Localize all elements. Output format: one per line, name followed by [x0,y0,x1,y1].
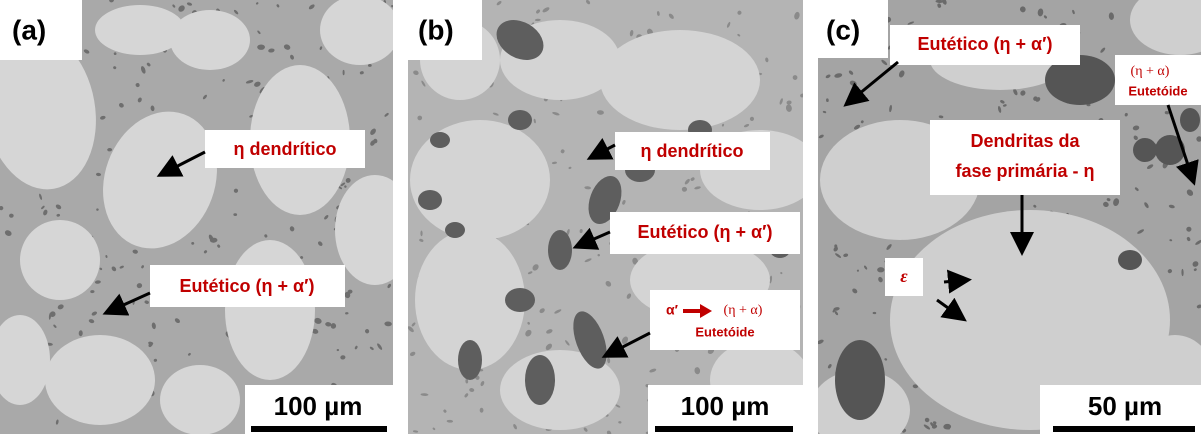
panel-label: (a) [12,14,46,45]
annotation: ε [900,266,908,286]
dendrite [225,240,315,380]
annotation-box [650,290,800,350]
eta-phase [418,190,442,210]
eta-phase [835,340,885,420]
eta-phase [430,132,450,148]
dendrite [600,30,760,130]
eta-phase [458,340,482,380]
eta-phase [445,222,465,238]
speckle [257,44,265,49]
scale-label: 100 µm [274,391,363,421]
eta-phase [1180,108,1200,132]
dendrite [335,175,415,285]
annotation: η dendrítico [234,139,337,159]
dendrite [95,5,185,55]
eta-phase [1118,250,1142,270]
dendrite [160,365,240,434]
speckle [877,267,884,272]
figure: (a) η dendrítico Eutético (η + α′) 100 µ… [0,0,1201,434]
eta-phase [1133,138,1157,162]
scale-bar [655,426,793,432]
eta-phase [508,110,532,130]
panel-label: (b) [418,14,454,45]
annotation: α′ [666,302,679,318]
annotation: Eutético (η + α′) [180,276,315,296]
scale-bar [251,426,387,432]
annotation: (η + α) [724,303,763,318]
eta-phase [525,355,555,405]
dendrite [170,10,250,70]
arrow [944,280,966,282]
annotation: fase primária - η [955,161,1094,181]
scale-label: 50 µm [1088,391,1162,421]
panel-label: (c) [826,14,860,45]
annotation: Eutético (η + α′) [918,34,1053,54]
scale-label: 100 µm [681,391,770,421]
annotation: Eutetóide [1128,83,1187,98]
annotation: (η + α) [1131,64,1170,79]
scale-bar [1053,426,1195,432]
annotation: Dendritas da [970,131,1080,151]
annotation: Eutético (η + α′) [638,222,773,242]
micrograph-a [0,0,415,434]
dendrite [20,220,100,300]
annotation: Eutetóide [695,324,754,339]
dendrite [45,335,155,425]
eta-phase [505,288,535,312]
eta-phase [548,230,572,270]
page: {"panels":[ {"label":"(a)","annotations"… [0,0,1201,434]
annotation: η dendrítico [641,141,744,161]
